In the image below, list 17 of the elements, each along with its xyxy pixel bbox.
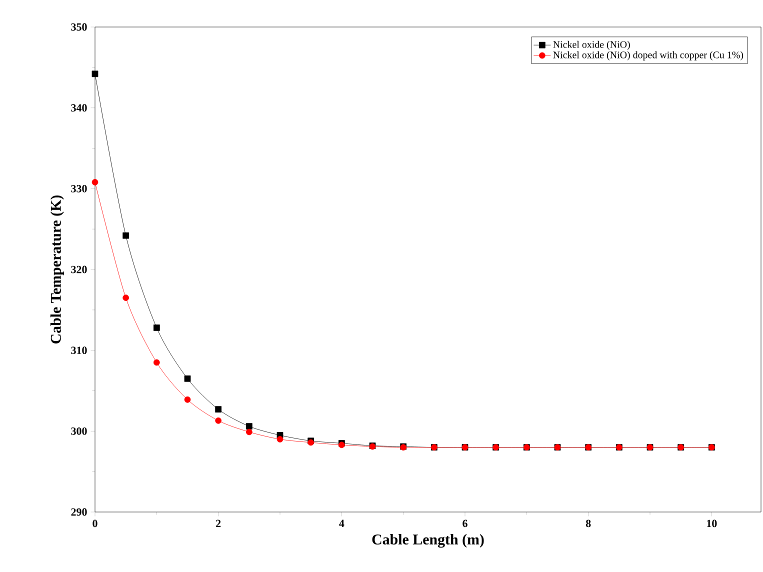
y-tick-label: 290 bbox=[71, 508, 87, 516]
x-tick-label: 2 bbox=[216, 520, 221, 528]
y-axis-title: Cable Temperature (K) bbox=[50, 195, 64, 344]
x-tick-label: 6 bbox=[462, 520, 468, 528]
x-axis-title: Cable Length (m) bbox=[372, 534, 484, 548]
y-tick-label: 300 bbox=[71, 427, 87, 435]
y-tick-label: 320 bbox=[71, 266, 87, 274]
legend-label: Nickel oxide (NiO) bbox=[553, 40, 630, 50]
legend-label: Nickel oxide (NiO) doped with copper (Cu 1%) bbox=[553, 51, 744, 60]
x-tick-label: 10 bbox=[707, 520, 717, 528]
y-tick-label: 310 bbox=[71, 346, 87, 354]
x-tick-label: 8 bbox=[586, 520, 591, 528]
y-tick-label: 350 bbox=[71, 23, 87, 31]
x-tick-label: 4 bbox=[339, 520, 344, 527]
y-tick-label: 340 bbox=[71, 104, 87, 112]
x-tick-label: 0 bbox=[92, 520, 98, 528]
y-tick-label: 330 bbox=[71, 184, 87, 192]
